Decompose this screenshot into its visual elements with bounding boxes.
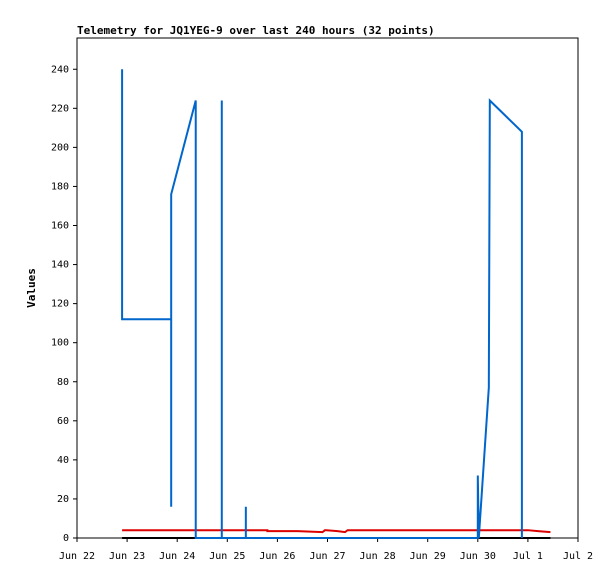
y-tick-label: 240	[51, 64, 69, 75]
y-tick-label: 20	[57, 494, 69, 505]
x-tick-label: Jun 22	[59, 551, 95, 562]
y-tick-label: 220	[51, 103, 69, 114]
y-tick-label: 120	[51, 299, 69, 310]
y-axis-label: Values	[25, 268, 38, 308]
x-tick-label: Jun 27	[309, 551, 345, 562]
y-tick-label: 40	[57, 455, 69, 466]
y-tick-label: 100	[51, 338, 69, 349]
x-tick-label: Jun 28	[360, 551, 396, 562]
x-tick-label: Jul 2	[563, 551, 593, 562]
y-tick-label: 0	[63, 533, 69, 544]
chart-title: Telemetry for JQ1YEG-9 over last 240 hou…	[77, 24, 435, 37]
x-tick-label: Jun 25	[209, 551, 245, 562]
y-tick-label: 80	[57, 377, 69, 388]
y-tick-label: 140	[51, 260, 69, 271]
x-tick-label: Jul 1	[513, 551, 543, 562]
x-tick-label: Jun 29	[410, 551, 446, 562]
y-tick-label: 60	[57, 416, 69, 427]
series-line	[121, 69, 523, 539]
y-tick-label: 160	[51, 221, 69, 232]
y-tick-label: 180	[51, 181, 69, 192]
x-tick-label: Jun 23	[109, 551, 145, 562]
x-tick-label: Jun 24	[159, 551, 195, 562]
y-tick-label: 200	[51, 142, 69, 153]
series-line	[122, 529, 551, 534]
x-tick-label: Jun 30	[460, 551, 496, 562]
x-tick-label: Jun 26	[259, 551, 295, 562]
